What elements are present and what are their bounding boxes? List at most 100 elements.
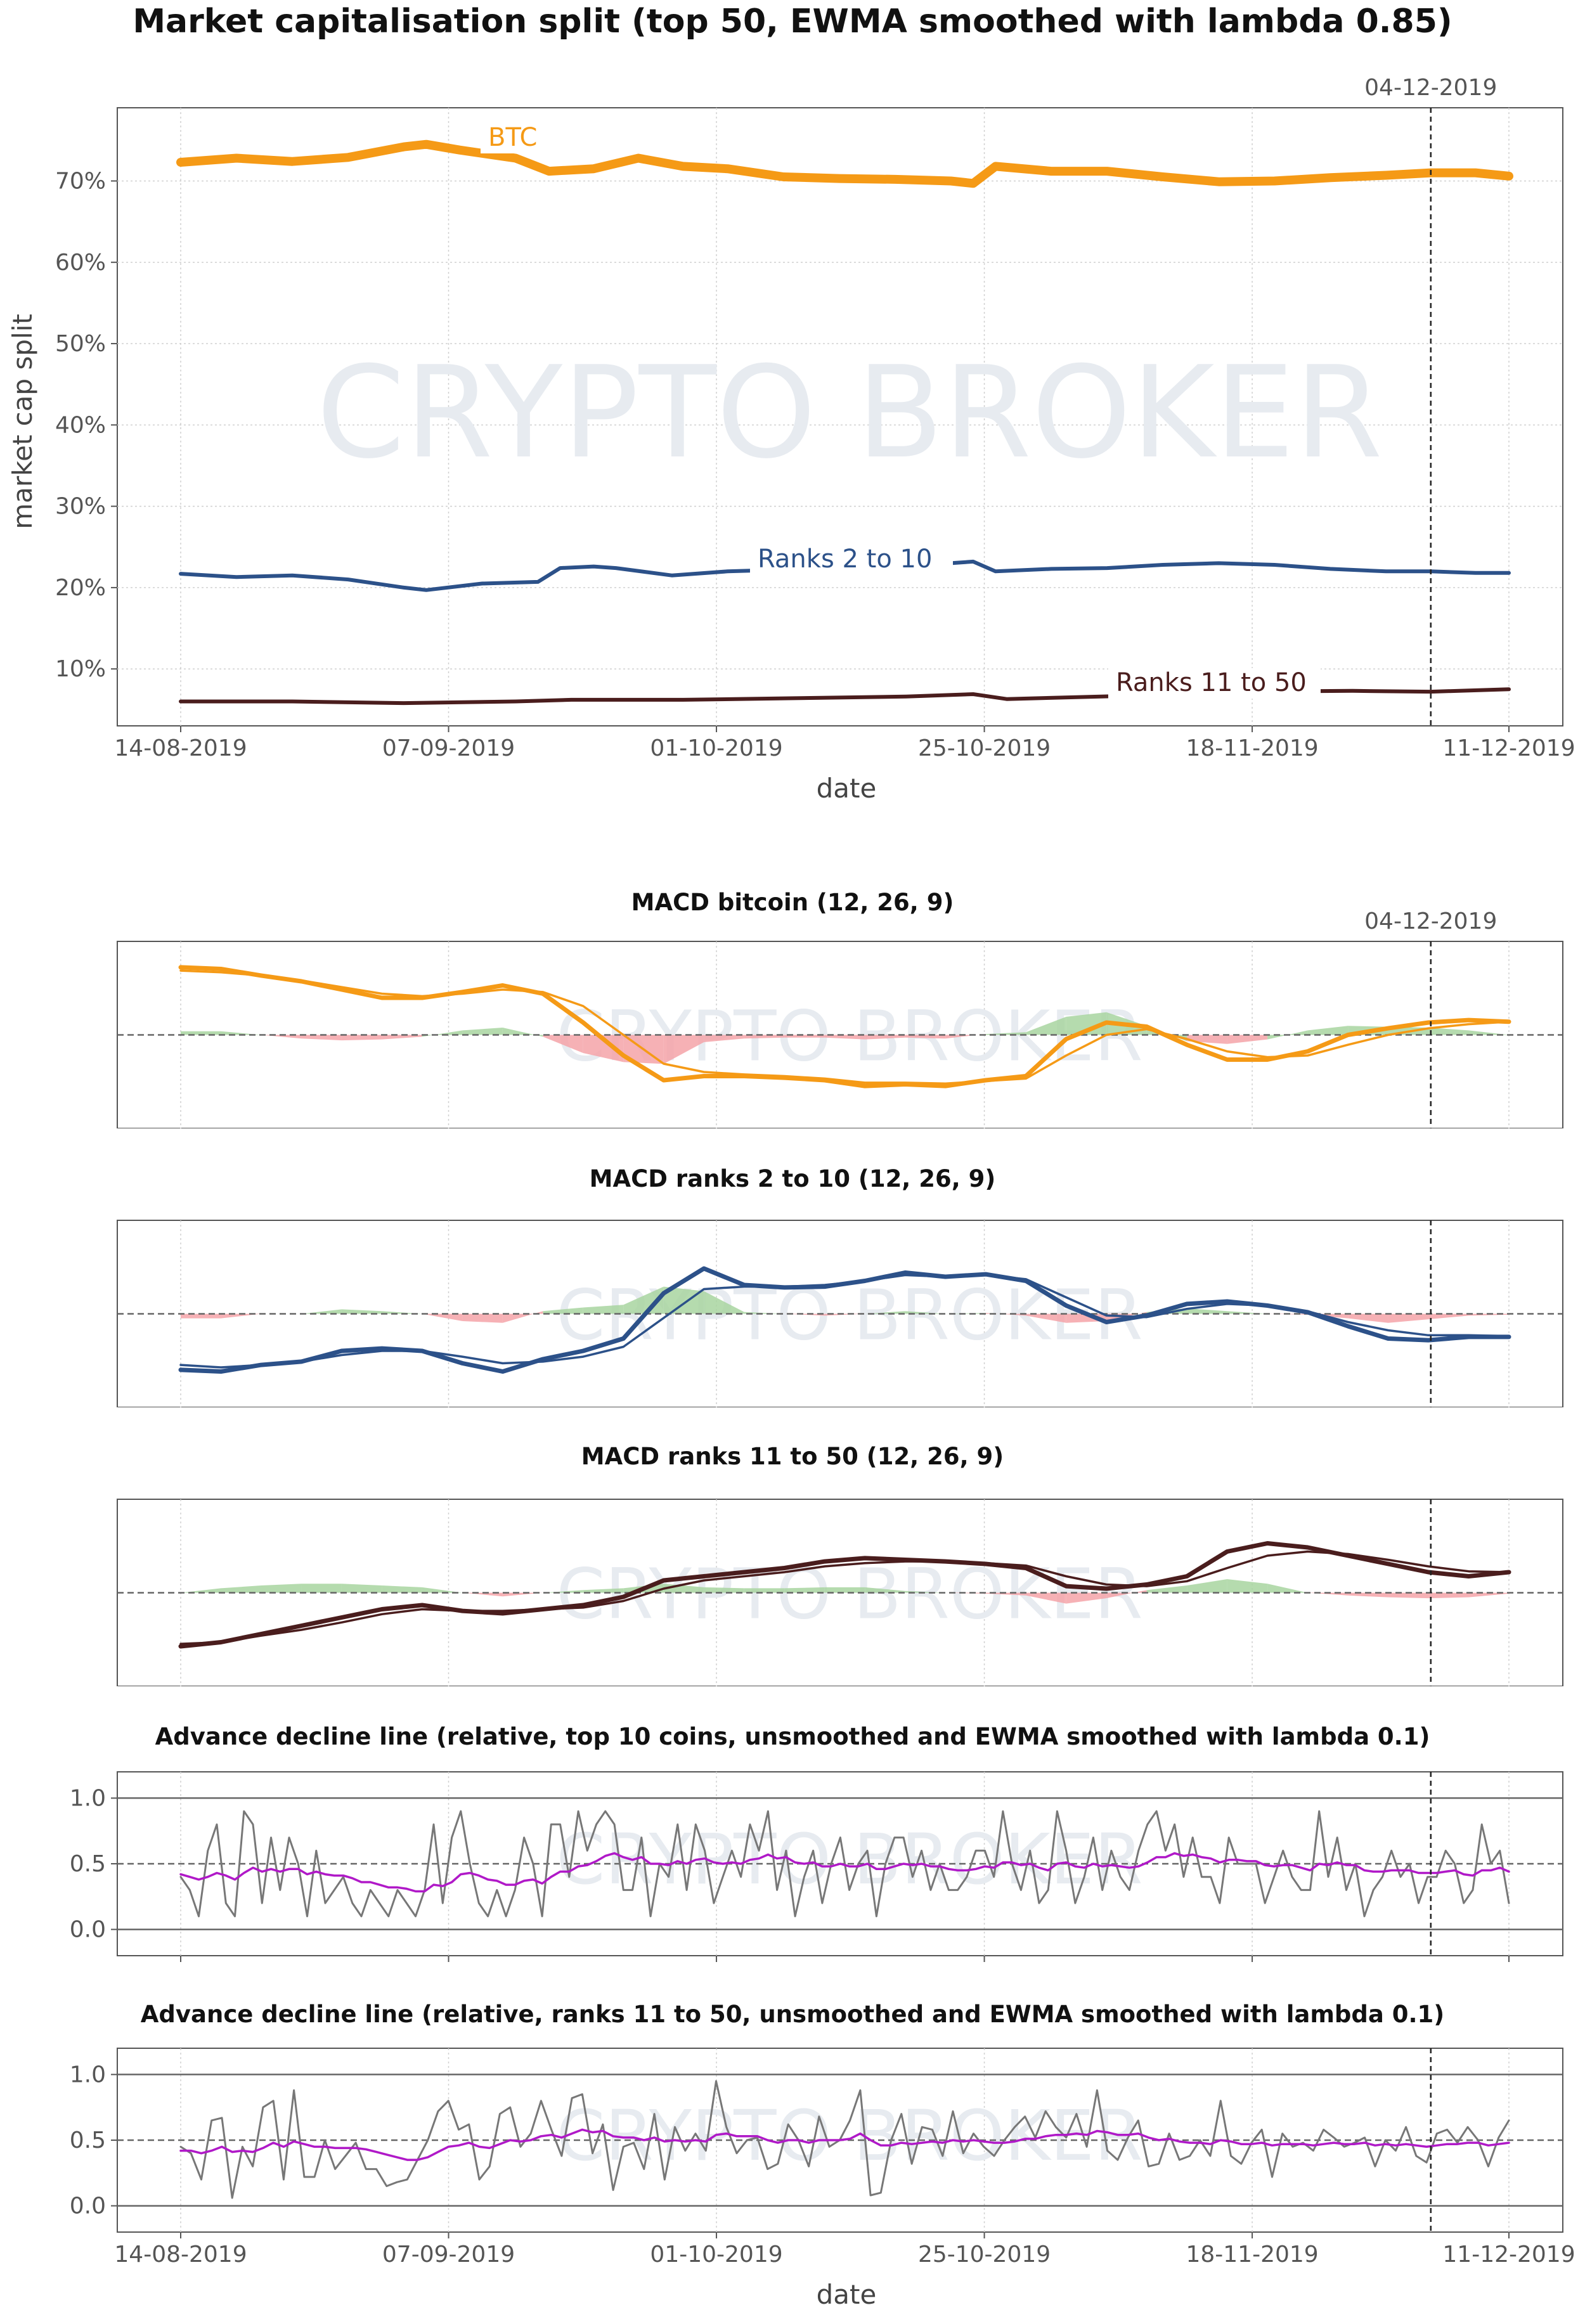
histogram-segment bbox=[865, 1311, 905, 1314]
ad-ranks-11-50-title: Advance decline line (relative, ranks 11… bbox=[140, 2001, 1445, 2028]
histogram-segment bbox=[261, 1584, 302, 1593]
y-tick-label: 40% bbox=[55, 412, 106, 438]
macd-ranks-2-10-chart: CRYPTO BROKER bbox=[117, 1220, 1563, 1407]
macd-ranks-2-10-title: MACD ranks 2 to 10 (12, 26, 9) bbox=[589, 1165, 996, 1192]
histogram-segment bbox=[543, 1035, 583, 1054]
histogram-segment bbox=[1187, 1308, 1227, 1314]
macd-line bbox=[178, 1541, 1511, 1649]
x-tick-label: 18-11-2019 bbox=[1186, 2242, 1318, 2268]
histogram-segment bbox=[422, 1314, 463, 1321]
histogram-segment bbox=[341, 1035, 382, 1041]
histogram-segment bbox=[583, 1305, 624, 1314]
x-tick-label: 14-08-2019 bbox=[114, 2242, 247, 2268]
y-tick-label: 30% bbox=[55, 494, 106, 520]
histogram-segment bbox=[341, 1309, 382, 1314]
macd-line bbox=[178, 1266, 1511, 1374]
histogram-segment bbox=[341, 1584, 382, 1593]
histogram-segment bbox=[301, 1035, 342, 1041]
histogram-segment bbox=[1106, 1590, 1147, 1599]
x-tick-label: 11-12-2019 bbox=[1442, 2242, 1575, 2268]
series-label: Ranks 2 to 10 bbox=[758, 545, 932, 574]
y-tick-label: 60% bbox=[55, 250, 106, 276]
y-tick-label: 0.5 bbox=[70, 2127, 106, 2153]
histogram-segment bbox=[1348, 1314, 1388, 1323]
histogram-segment bbox=[1187, 1035, 1227, 1044]
x-tick-label: 11-12-2019 bbox=[1442, 735, 1575, 761]
x-axis-label: date bbox=[817, 773, 877, 804]
histogram-segment bbox=[462, 1314, 503, 1323]
histogram-segment bbox=[1066, 1012, 1107, 1035]
y-tick-label: 1.0 bbox=[70, 2062, 106, 2088]
histogram-segment bbox=[422, 1587, 463, 1593]
y-axis-label: market cap split bbox=[7, 314, 38, 529]
histogram-segment bbox=[905, 1035, 946, 1039]
histogram-segment bbox=[784, 1587, 825, 1593]
histogram-segment bbox=[744, 1035, 785, 1039]
histogram-segment bbox=[1146, 1585, 1187, 1593]
histogram-segment bbox=[583, 1588, 624, 1593]
histogram-segment bbox=[583, 1035, 624, 1062]
macd-ranks-11-50-title: MACD ranks 11 to 50 (12, 26, 9) bbox=[581, 1443, 1004, 1470]
histogram-segment bbox=[543, 1590, 583, 1593]
y-tick-label: 20% bbox=[55, 575, 106, 601]
y-tick-label: 70% bbox=[55, 168, 106, 194]
x-tick-label: 01-10-2019 bbox=[650, 2242, 782, 2268]
ad-top10-title: Advance decline line (relative, top 10 c… bbox=[155, 1723, 1430, 1750]
unsmoothed-line bbox=[179, 2080, 1510, 2199]
x-tick-label: 14-08-2019 bbox=[114, 735, 247, 761]
x-tick-label: 25-10-2019 bbox=[918, 735, 1051, 761]
histogram-segment bbox=[1307, 1026, 1349, 1035]
histogram-segment bbox=[1428, 1028, 1469, 1035]
histogram-segment bbox=[784, 1035, 825, 1038]
macd-ranks-11-50-chart: CRYPTO BROKER bbox=[117, 1499, 1563, 1686]
y-tick-label: 50% bbox=[55, 331, 106, 357]
series-label-bg bbox=[481, 123, 541, 153]
y-tick-label: 0.0 bbox=[70, 2193, 106, 2219]
series-label-bg bbox=[750, 545, 953, 575]
histogram-segment bbox=[945, 1034, 986, 1039]
histogram-segment bbox=[502, 1311, 543, 1323]
y-tick-label: 10% bbox=[55, 656, 106, 682]
macd-btc-title: MACD bitcoin (12, 26, 9) bbox=[631, 889, 954, 916]
x-tick-label: 07-09-2019 bbox=[382, 735, 515, 761]
histogram-segment bbox=[1026, 1016, 1066, 1035]
histogram-segment bbox=[784, 1314, 825, 1316]
series-label: BTC bbox=[488, 123, 537, 152]
watermark-text: CRYPTO BROKER bbox=[316, 339, 1383, 487]
histogram-segment bbox=[663, 1286, 704, 1314]
histogram-segment bbox=[663, 1035, 704, 1064]
histogram-segment bbox=[865, 1587, 905, 1593]
histogram-segment bbox=[382, 1035, 422, 1040]
unsmoothed-line bbox=[179, 1810, 1510, 1918]
signal-line bbox=[179, 1550, 1510, 1645]
histogram-segment bbox=[181, 1314, 221, 1319]
histogram-segment bbox=[1388, 1314, 1429, 1323]
histogram-segment bbox=[221, 1585, 261, 1593]
histogram-segment bbox=[1026, 1314, 1066, 1323]
series-line bbox=[176, 139, 1513, 188]
y-tick-label: 0.0 bbox=[70, 1917, 106, 1943]
series-label: Ranks 11 to 50 bbox=[1116, 668, 1307, 697]
histogram-segment bbox=[1227, 1579, 1268, 1593]
market-cap-chart: 10% 20% 30% 40% 50% 60% 70% CRYPTO BROKER BTC Ran… bbox=[7, 75, 1575, 804]
histogram-segment bbox=[1348, 1592, 1388, 1598]
histogram-segment bbox=[1468, 1592, 1509, 1598]
y-tick-label: 1.0 bbox=[70, 1785, 106, 1811]
x-axis-label: date bbox=[817, 2279, 877, 2310]
main-chart-title: Market capitalisation split (top 50, EWM… bbox=[133, 3, 1452, 41]
histogram-segment bbox=[744, 1588, 785, 1593]
ewma-line bbox=[179, 2128, 1510, 2161]
marker-date-label: 04-12-2019 bbox=[1364, 908, 1497, 934]
x-tick-label: 18-11-2019 bbox=[1186, 735, 1318, 761]
histogram-segment bbox=[1026, 1592, 1066, 1604]
x-tick-label: 25-10-2019 bbox=[918, 2242, 1051, 2268]
histogram-segment bbox=[382, 1585, 422, 1593]
histogram-segment bbox=[704, 1291, 744, 1314]
macd-line bbox=[178, 965, 1511, 1088]
x-tick-label: 07-09-2019 bbox=[382, 2242, 515, 2268]
histogram-segment bbox=[865, 1035, 905, 1040]
histogram-segment bbox=[1428, 1314, 1469, 1320]
